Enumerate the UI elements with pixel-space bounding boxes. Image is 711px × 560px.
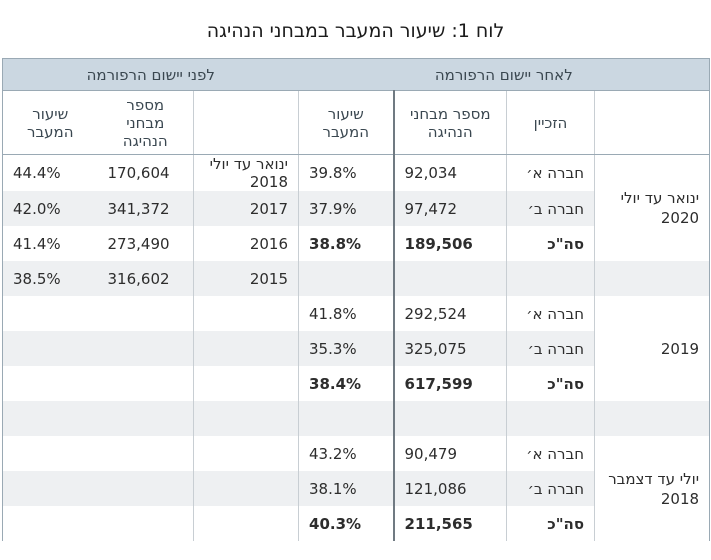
- before-pass-rate-cell: [2, 296, 98, 331]
- before-pass-rate-cell: 38.5%: [2, 261, 98, 296]
- after-pass-rate-header: שיעור המעבר: [298, 90, 395, 155]
- before-num-tests-cell: [97, 436, 194, 471]
- before-period-cell: ינואר עד יולי 2018: [193, 154, 300, 191]
- after-reform-header: לאחר יישום הרפורמה: [298, 58, 711, 91]
- after-pass-rate-cell: [298, 261, 395, 296]
- before-num-tests-cell: 273,490: [97, 226, 194, 261]
- table-row: 42.0% 341,372 2017 37.9% 97,472 חברה ב׳: [2, 191, 710, 226]
- table-title: לוח 1: שיעור המעבר במבחני הנהיגה: [206, 20, 505, 42]
- table-row: 44.4% 170,604 ינואר עד יולי 2018 39.8% 92,03…: [2, 154, 711, 261]
- before-pass-rate-cell: 44.4%: [2, 154, 98, 191]
- concessionaire-cell: חברה ב׳: [506, 331, 596, 366]
- before-reform-header: לפני יישום הרפורמה: [1, 58, 299, 91]
- before-pass-rate-cell: 41.4%: [2, 226, 98, 261]
- table-row: 43.2% 90,479 חברה א׳ יולי עד דצמבר 2018: [2, 436, 711, 541]
- after-period-cell: יולי עד דצמבר 2018: [594, 436, 711, 541]
- before-num-tests-cell: [97, 401, 194, 436]
- before-pass-rate-cell: [2, 436, 98, 471]
- after-pass-rate-cell: 40.3%: [298, 506, 395, 541]
- after-pass-rate-cell: 38.1%: [298, 471, 395, 506]
- after-num-tests-cell: 121,086: [393, 471, 508, 506]
- before-pass-rate-cell: [2, 401, 98, 436]
- concessionaire-cell: חברה ב׳: [506, 471, 596, 506]
- after-num-tests-cell: 92,034: [393, 154, 508, 191]
- before-period-cell: [193, 331, 300, 366]
- after-pass-rate-cell: 38.4%: [298, 366, 395, 401]
- after-num-tests-cell: 292,524: [393, 296, 508, 331]
- before-num-tests-cell: [97, 296, 194, 331]
- table-row: [2, 401, 711, 436]
- concessionaire-cell: [506, 401, 596, 436]
- after-period-cell: ינואר עד יולי 2020: [594, 154, 711, 261]
- pass-rate-table: לפני יישום הרפורמה לאחר יישום הרפורמה שי…: [1, 58, 711, 541]
- before-period-cell: [193, 401, 300, 436]
- table-body: 44.4% 170,604 ינואר עד יולי 2018 39.8% 92,03…: [2, 154, 711, 541]
- concessionaire-cell: חברה א׳: [506, 296, 596, 331]
- before-period-cell: [193, 296, 300, 331]
- table-row: 38.1% 121,086 חברה ב׳: [2, 471, 710, 506]
- concessionaire-cell: חברה א׳: [506, 154, 596, 191]
- after-pass-rate-cell: 38.8%: [298, 226, 395, 261]
- after-num-tests-header: מספר מבחני הנהיגה: [393, 90, 508, 155]
- before-period-cell: 2017: [193, 191, 300, 226]
- after-num-tests-cell: 325,075: [393, 331, 508, 366]
- after-pass-rate-cell: 41.8%: [298, 296, 395, 331]
- before-pass-rate-cell: [2, 331, 98, 366]
- table-row: 41.8% 292,524 חברה א׳ 2019: [2, 296, 711, 401]
- table-row: 35.3% 325,075 חברה ב׳: [2, 331, 710, 366]
- after-period-cell: [594, 261, 711, 296]
- table-row: 41.4% 273,490 2016 38.8% 189,506 סה"כ: [2, 226, 710, 261]
- after-pass-rate-cell: [298, 401, 395, 436]
- after-num-tests-cell: [393, 401, 508, 436]
- before-num-tests-cell: 341,372: [97, 191, 194, 226]
- after-pass-rate-cell: 39.8%: [298, 154, 395, 191]
- concessionaire-cell: סה"כ: [506, 366, 596, 401]
- table-row: 40.3% 211,565 סה"כ: [2, 506, 710, 541]
- before-num-tests-header: מספר מבחני הנהיגה: [97, 90, 194, 155]
- before-period-cell: [193, 366, 300, 401]
- before-pass-rate-cell: [2, 506, 98, 541]
- before-pass-rate-cell: 42.0%: [2, 191, 98, 226]
- concessionaire-cell: חברה א׳: [506, 436, 596, 471]
- after-pass-rate-cell: 37.9%: [298, 191, 395, 226]
- concessionaire-cell: חברה ב׳: [506, 191, 596, 226]
- after-num-tests-cell: 97,472: [393, 191, 508, 226]
- before-pass-rate-cell: [2, 471, 98, 506]
- concessionaire-cell: סה"כ: [506, 226, 596, 261]
- after-period-cell: 2019: [594, 296, 711, 401]
- before-period-cell: 2015: [193, 261, 300, 296]
- before-period-cell: [193, 506, 300, 541]
- concessionaire-cell: [506, 261, 596, 296]
- before-period-cell: 2016: [193, 226, 300, 261]
- before-pass-rate-cell: [2, 366, 98, 401]
- table-row: 38.5% 316,602 2015: [2, 261, 711, 296]
- before-num-tests-cell: [97, 471, 194, 506]
- before-pass-rate-header: שיעור המעבר: [2, 90, 98, 155]
- before-period-cell: [193, 436, 300, 471]
- after-num-tests-cell: 189,506: [393, 226, 508, 261]
- concessionaire-header: הזכיין: [506, 90, 596, 155]
- before-num-tests-cell: 170,604: [97, 154, 194, 191]
- after-num-tests-cell: 211,565: [393, 506, 508, 541]
- before-num-tests-cell: [97, 331, 194, 366]
- before-num-tests-cell: [97, 366, 194, 401]
- after-period-cell: [594, 401, 711, 436]
- before-period-cell: [193, 471, 300, 506]
- table-row: 38.4% 617,599 סה"כ: [2, 366, 710, 401]
- after-num-tests-cell: 617,599: [393, 366, 508, 401]
- before-num-tests-cell: [97, 506, 194, 541]
- after-num-tests-cell: 90,479: [393, 436, 508, 471]
- after-num-tests-cell: [393, 261, 508, 296]
- after-pass-rate-cell: 43.2%: [298, 436, 395, 471]
- concessionaire-cell: סה"כ: [506, 506, 596, 541]
- after-pass-rate-cell: 35.3%: [298, 331, 395, 366]
- after-period-header: [594, 90, 711, 155]
- before-period-header: [193, 90, 300, 155]
- before-num-tests-cell: 316,602: [97, 261, 194, 296]
